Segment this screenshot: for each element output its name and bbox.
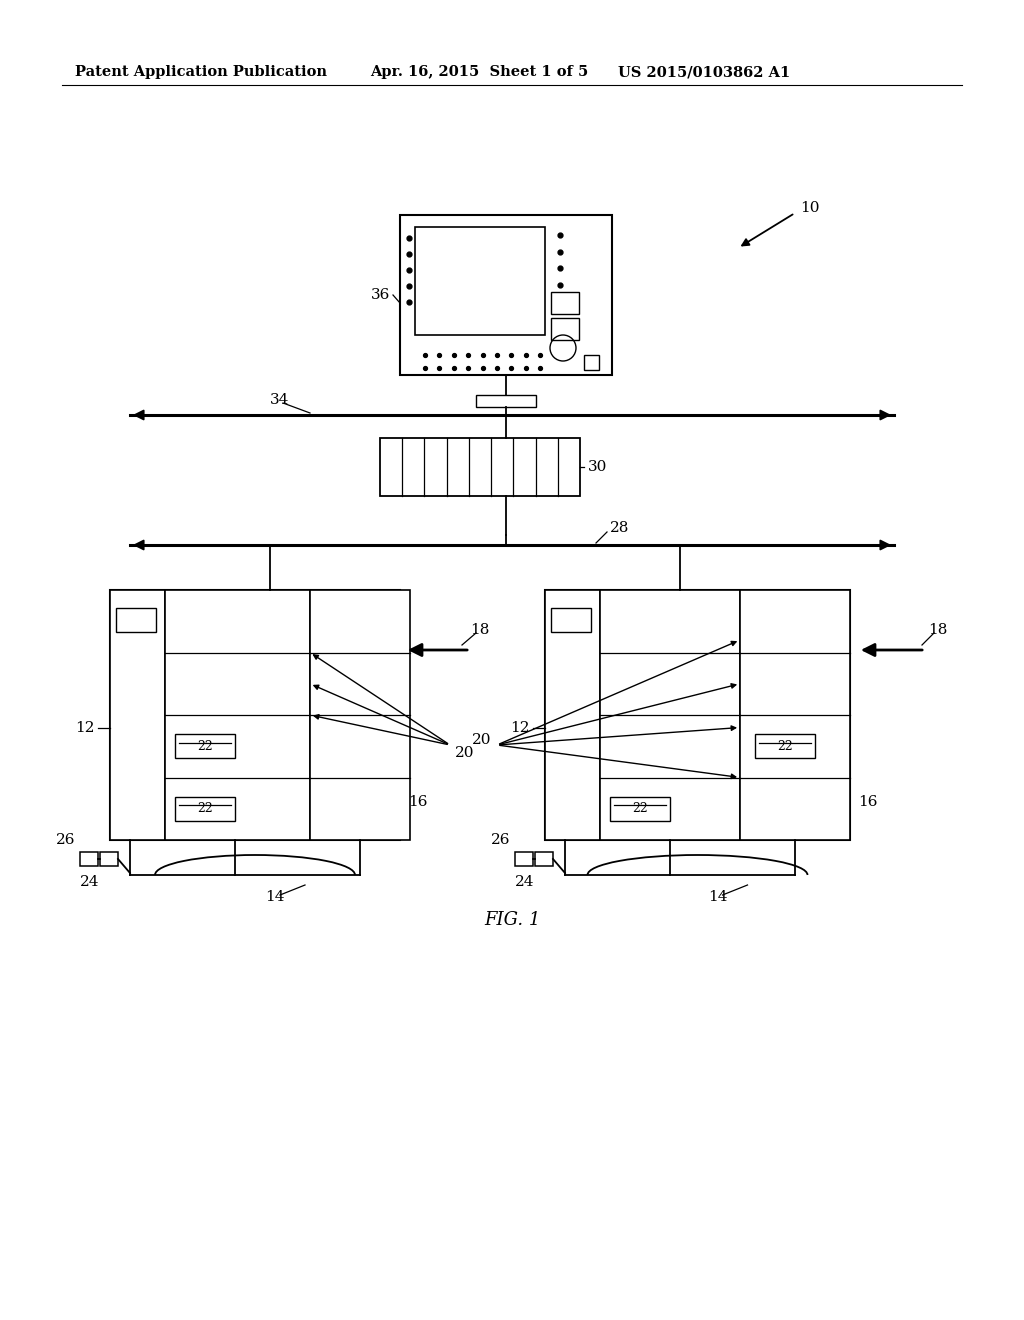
Bar (551, 318, 579, 341)
Text: 18: 18 (470, 623, 489, 638)
Bar (175, 797, 234, 821)
Text: 14: 14 (708, 890, 727, 904)
Bar (610, 797, 670, 821)
Text: 18: 18 (928, 623, 947, 638)
Bar (165, 590, 310, 840)
Bar (584, 355, 599, 370)
Text: 30: 30 (588, 459, 607, 474)
Text: 16: 16 (858, 796, 878, 809)
Bar (110, 590, 165, 840)
Text: 14: 14 (265, 890, 285, 904)
Bar (545, 590, 600, 840)
Text: FIG. 1: FIG. 1 (483, 911, 541, 929)
Text: 36: 36 (371, 288, 390, 302)
Text: 34: 34 (270, 393, 290, 407)
Bar (755, 734, 815, 758)
Bar (80, 851, 98, 866)
Bar (400, 215, 612, 375)
Text: US 2015/0103862 A1: US 2015/0103862 A1 (618, 65, 791, 79)
Text: 24: 24 (80, 875, 99, 888)
Bar (600, 590, 740, 840)
Text: 12: 12 (76, 721, 95, 734)
Text: 22: 22 (777, 739, 793, 752)
Bar (740, 590, 850, 840)
Bar (551, 292, 579, 314)
Text: 20: 20 (472, 733, 492, 747)
Text: 10: 10 (800, 201, 819, 215)
Text: 22: 22 (198, 739, 213, 752)
Text: 26: 26 (490, 833, 510, 847)
Text: Apr. 16, 2015  Sheet 1 of 5: Apr. 16, 2015 Sheet 1 of 5 (370, 65, 588, 79)
Bar (551, 609, 591, 632)
Text: 22: 22 (632, 803, 648, 816)
Text: 24: 24 (515, 875, 535, 888)
Bar (415, 227, 545, 335)
Bar (116, 609, 156, 632)
Text: 22: 22 (198, 803, 213, 816)
Bar (100, 851, 118, 866)
Text: 12: 12 (511, 721, 530, 734)
Bar (476, 395, 536, 407)
Bar (110, 590, 400, 840)
Text: 26: 26 (55, 833, 75, 847)
Bar (545, 590, 850, 840)
Text: 20: 20 (455, 746, 474, 760)
Bar (175, 734, 234, 758)
Text: 16: 16 (408, 796, 427, 809)
Bar (515, 851, 534, 866)
Bar (380, 438, 580, 496)
Text: 28: 28 (610, 521, 630, 535)
Bar (535, 851, 553, 866)
Bar (310, 590, 410, 840)
Text: Patent Application Publication: Patent Application Publication (75, 65, 327, 79)
